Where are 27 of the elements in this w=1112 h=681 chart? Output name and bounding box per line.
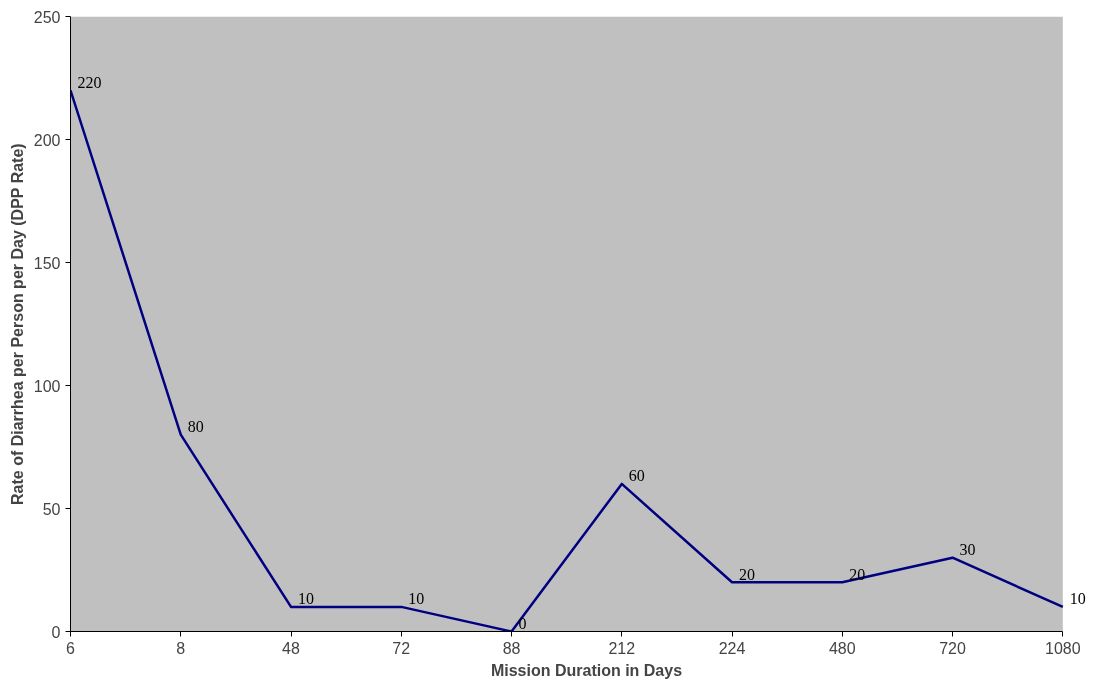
x-tick-label: 720 <box>939 639 966 657</box>
x-tick-label: 212 <box>608 639 636 657</box>
y-tick-label: 250 <box>33 8 61 26</box>
y-tick-label: 50 <box>42 500 61 518</box>
y-tick-label: 150 <box>33 254 61 272</box>
x-tick-label: 1080 <box>1045 639 1081 657</box>
x-tick-label: 48 <box>282 639 301 657</box>
data-label: 80 <box>187 418 204 436</box>
data-label: 20 <box>739 565 756 583</box>
x-axis-title: Mission Duration in Days <box>490 661 683 679</box>
data-label: 30 <box>959 541 976 559</box>
data-label: 220 <box>77 73 102 91</box>
y-tick-label: 200 <box>33 131 61 149</box>
x-tick-label: 88 <box>502 639 521 657</box>
x-tick-label: 480 <box>828 639 856 657</box>
y-tick-label: 100 <box>33 377 61 395</box>
x-tick-label: 224 <box>718 639 746 657</box>
x-tick-label: 8 <box>176 639 186 657</box>
data-label: 10 <box>298 590 315 608</box>
data-label: 10 <box>408 590 425 608</box>
y-tick-label: 0 <box>51 623 61 641</box>
x-tick-label: 72 <box>392 639 411 657</box>
data-label: 60 <box>628 467 645 485</box>
data-label: 10 <box>1069 590 1086 608</box>
y-axis-title: Rate of Diarrhea per Person per Day (DPP Rate) <box>8 143 26 505</box>
x-tick-label: 6 <box>66 639 76 657</box>
data-label: 0 <box>518 615 527 632</box>
